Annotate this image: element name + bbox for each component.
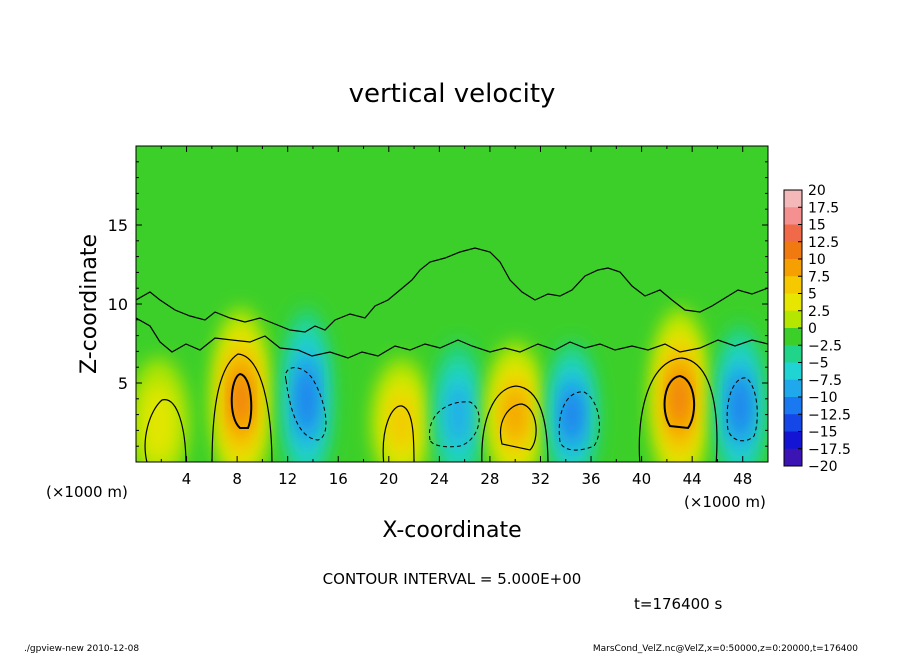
colorbar-label: −7.5 [808, 373, 842, 389]
y-tick-label: 5 [118, 374, 128, 393]
neg-contour-25 [429, 401, 480, 448]
x-tick-label: 8 [232, 470, 242, 488]
neg-contour-34 [558, 391, 600, 451]
colorbar-swatch [784, 293, 802, 312]
colorbar-swatch [784, 207, 802, 225]
x-tick-label: 20 [379, 470, 398, 488]
upper-contour-2 [136, 317, 768, 359]
x-tick-label: 24 [430, 470, 449, 488]
colorbar-label: 10 [808, 252, 826, 268]
x-tick-label: 40 [632, 470, 651, 488]
footer-left: ./gpview-new 2010-12-08 [24, 644, 139, 654]
footer-right: MarsCond_VelZ.nc@VelZ,x=0:50000,z=0:2000… [593, 644, 858, 654]
chart-title: vertical velocity [349, 79, 556, 109]
colorbar-label: −5 [808, 356, 829, 372]
x-tick-label: 44 [683, 470, 702, 488]
x-unit-left: (×1000 m) [46, 483, 128, 501]
contour-cell-30-inner [500, 403, 537, 451]
contour-interval-text: CONTOUR INTERVAL = 5.000E+00 [323, 570, 582, 588]
x-tick-label: 32 [531, 470, 550, 488]
x-tick-label: 16 [329, 470, 348, 488]
field-blob-5-3 [563, 389, 581, 440]
x-tick-label: 48 [733, 470, 752, 488]
neg-contour-48 [726, 377, 758, 442]
colorbar-label: 17.5 [808, 200, 839, 216]
field-blob-0-4 [232, 373, 250, 424]
colorbar-label: 5 [808, 287, 817, 303]
contour-cell-2 [144, 399, 187, 462]
neg-contour-13 [284, 367, 327, 441]
colorbar-swatch [784, 414, 802, 432]
contour-cell-43 [638, 357, 718, 462]
colorbar-label: 7.5 [808, 269, 830, 285]
colorbar-swatch [784, 276, 802, 294]
field-blob-2-2 [388, 394, 415, 451]
contour-cell-43-inner [663, 374, 696, 430]
colorbar-label: 2.5 [808, 304, 830, 320]
x-tick-label: 4 [182, 470, 192, 488]
colorbar-swatch [784, 241, 802, 260]
y-axis-label: Z-coordinate [77, 234, 102, 374]
colorbar-swatch [784, 310, 802, 329]
colorbar-swatch [784, 397, 802, 415]
colorbar-swatch [784, 362, 802, 381]
colorbar-swatch [784, 345, 802, 363]
colorbar-label: −15 [808, 425, 838, 441]
field-blob-6-4 [671, 373, 688, 424]
x-tick-label: 12 [278, 470, 297, 488]
colorbar-swatch [784, 259, 802, 277]
contour-lines [136, 247, 768, 462]
x-tick-label: 28 [480, 470, 499, 488]
colorbar-label: −20 [808, 459, 838, 475]
axis-ticks [136, 146, 769, 462]
y-tick-labels: 5 10 15 [108, 216, 128, 393]
colorbar-swatch [784, 328, 802, 346]
contour-cell-20 [382, 405, 415, 462]
colorbar-swatch [784, 431, 802, 450]
colorbar-swatch [784, 448, 802, 467]
field-blob-7-3 [731, 379, 749, 435]
y-tick-label: 15 [108, 216, 128, 235]
field-blob-1-3 [297, 368, 316, 430]
field-blob-8-1 [140, 383, 177, 462]
colorbar-swatch [784, 379, 802, 398]
field-blobs [136, 306, 767, 462]
colorbar-label: 15 [808, 218, 826, 234]
negative-contours [284, 367, 758, 451]
contour-cell-8 [211, 353, 273, 462]
colorbar-label: −10 [808, 390, 838, 406]
colorbar-label: −12.5 [808, 407, 851, 423]
field-blob-3-2 [447, 382, 470, 447]
x-tick-labels: 4 8 12 16 20 24 28 32 36 40 44 48 [182, 470, 752, 488]
plot-area [136, 146, 768, 462]
y-tick-label: 10 [108, 295, 128, 314]
colorbar-label: 12.5 [808, 235, 839, 251]
time-text: t=176400 s [634, 595, 722, 613]
colorbar-swatch [784, 190, 802, 208]
colorbar-label: −17.5 [808, 442, 851, 458]
colorbar-label: −2.5 [808, 338, 842, 354]
field-blob-4-3 [505, 389, 526, 440]
upper-contour [136, 247, 768, 333]
colorbar-swatch [784, 224, 802, 243]
x-tick-label: 36 [581, 470, 600, 488]
colorbar-label: 0 [808, 321, 817, 337]
x-axis-label: X-coordinate [382, 518, 521, 543]
colorbar-label: 20 [808, 183, 826, 199]
x-unit-right: (×1000 m) [684, 493, 766, 511]
contour-cell-30 [481, 385, 549, 462]
contour-cell-8-inner [230, 372, 253, 429]
